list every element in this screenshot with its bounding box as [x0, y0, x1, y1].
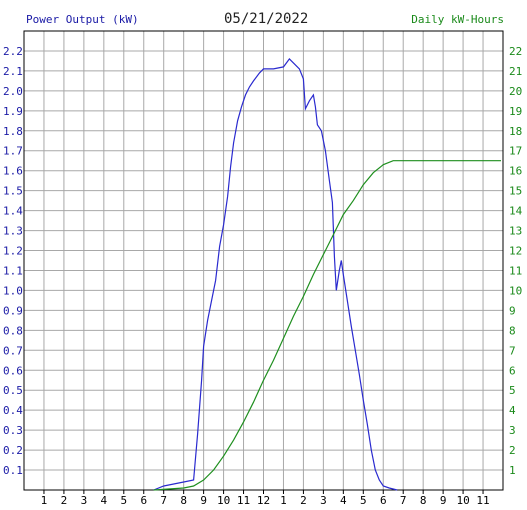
x-tick-label: 4 [340, 494, 347, 507]
y-tick-label: 1.3 [3, 225, 23, 238]
x-tick-label: 2 [61, 494, 68, 507]
x-tick-label: 10 [217, 494, 230, 507]
y-tick-label: 0.7 [3, 344, 23, 357]
x-tick-label: 3 [81, 494, 88, 507]
y-tick-label: 0.9 [3, 304, 23, 317]
y2-tick-label: 17 [509, 145, 522, 158]
y2-tick-label: 10 [509, 284, 522, 297]
y-tick-label: 2.1 [3, 65, 23, 78]
x-tick-label: 11 [237, 494, 250, 507]
y2-tick-label: 4 [509, 404, 516, 417]
y2-tick-label: 15 [509, 185, 522, 198]
x-tick-label: 6 [380, 494, 387, 507]
y-tick-label: 1.8 [3, 125, 23, 138]
chart-series [153, 57, 501, 491]
y-tick-label: 1.9 [3, 105, 23, 118]
power-output-line [153, 57, 398, 491]
y-tick-label: 2.0 [3, 85, 23, 98]
y-tick-label: 1.1 [3, 264, 23, 277]
y-tick-label: 1.6 [3, 165, 23, 178]
y2-tick-label: 2 [509, 444, 516, 457]
y2-tick-label: 20 [509, 85, 522, 98]
x-tick-label: 5 [120, 494, 127, 507]
y-tick-label: 0.3 [3, 424, 23, 437]
left-axis-ticks: 0.1 0.2 0.3 0.4 0.5 0.6 0.7 0.8 0.9 1.0 1.1 1.2 1.3 1… [3, 45, 23, 477]
y-tick-label: 0.1 [3, 464, 23, 477]
y-tick-label: 1.4 [3, 205, 23, 218]
y-tick-label: 1.7 [3, 145, 23, 158]
x-tick-label: 11 [476, 494, 489, 507]
x-tick-label: 2 [300, 494, 307, 507]
left-axis-title: Power Output (kW) [26, 13, 139, 26]
y-tick-label: 1.2 [3, 245, 23, 258]
x-tick-label: 4 [101, 494, 108, 507]
x-tick-label: 9 [200, 494, 207, 507]
x-tick-label: 6 [140, 494, 147, 507]
y-tick-label: 1.5 [3, 185, 23, 198]
y2-tick-label: 21 [509, 65, 522, 78]
y-tick-label: 0.2 [3, 444, 23, 457]
y-tick-label: 2.2 [3, 45, 23, 58]
y2-tick-label: 13 [509, 225, 522, 238]
y2-tick-label: 14 [509, 205, 523, 218]
x-axis-ticks: 1 2 3 4 5 6 7 8 9 10 11 12 1 2 3 4 5 6 7 8 9 10 11 [41, 494, 490, 507]
x-tick-label: 1 [280, 494, 287, 507]
y2-tick-label: 3 [509, 424, 516, 437]
y2-tick-label: 8 [509, 324, 516, 337]
x-tick-label: 5 [360, 494, 367, 507]
right-axis-title: Daily kW-Hours [411, 13, 504, 26]
y2-tick-label: 12 [509, 245, 522, 258]
y2-tick-label: 11 [509, 264, 522, 277]
y2-tick-label: 9 [509, 304, 516, 317]
y-tick-label: 0.8 [3, 324, 23, 337]
y-tick-label: 1.0 [3, 284, 23, 297]
y2-tick-label: 1 [509, 464, 516, 477]
y2-tick-label: 22 [509, 45, 522, 58]
y2-tick-label: 6 [509, 364, 516, 377]
x-tick-label: 7 [400, 494, 407, 507]
y2-tick-label: 5 [509, 384, 516, 397]
x-tick-label: 8 [180, 494, 187, 507]
x-tick-label: 7 [160, 494, 167, 507]
x-tick-label: 10 [456, 494, 469, 507]
x-tick-label: 9 [440, 494, 447, 507]
x-tick-label: 12 [257, 494, 270, 507]
daily-kwh-line [153, 160, 501, 491]
y-tick-label: 0.4 [3, 404, 23, 417]
y2-tick-label: 18 [509, 125, 522, 138]
y2-tick-label: 16 [509, 165, 522, 178]
y2-tick-label: 7 [509, 344, 516, 357]
x-tick-label: 3 [320, 494, 327, 507]
x-tick-label: 1 [41, 494, 48, 507]
x-tick-label: 8 [420, 494, 427, 507]
y-tick-label: 0.5 [3, 384, 23, 397]
chart-date-title: 05/21/2022 [224, 11, 309, 27]
chart-grid [23, 30, 504, 494]
y-tick-label: 0.6 [3, 364, 23, 377]
y2-tick-label: 19 [509, 105, 522, 118]
